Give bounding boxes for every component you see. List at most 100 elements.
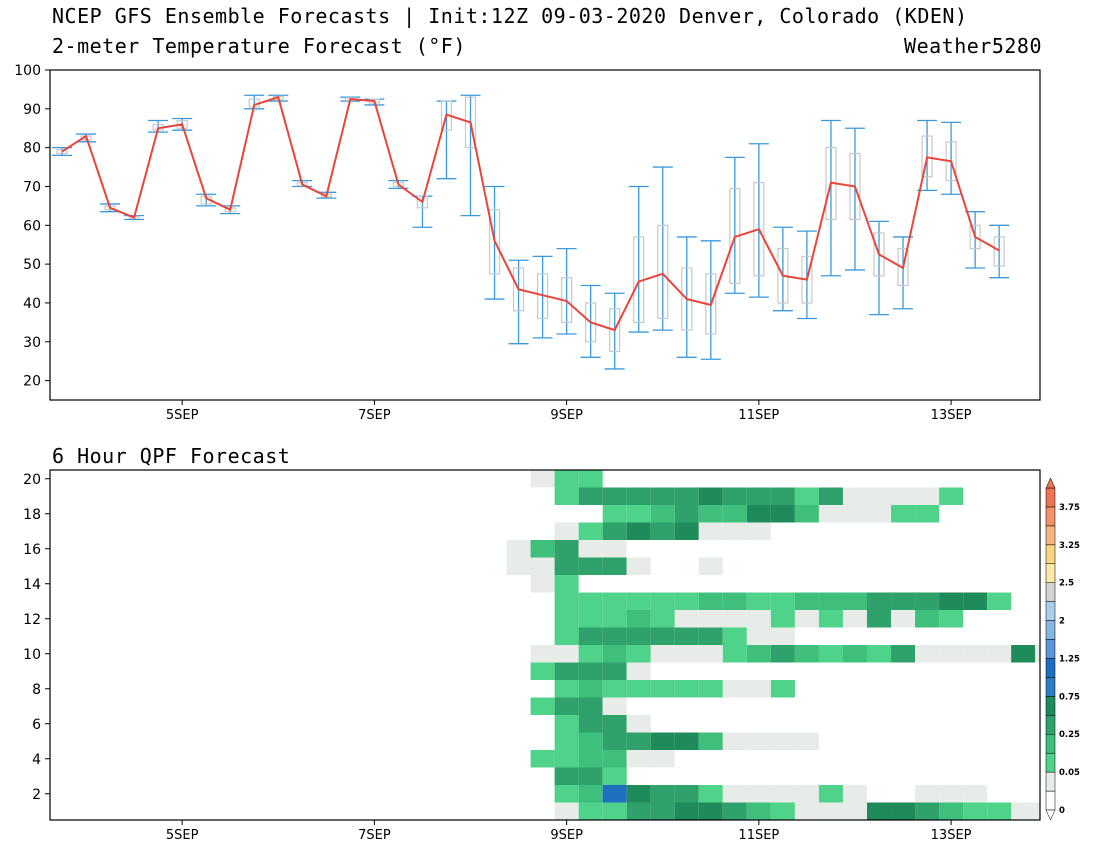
- qpf-cell: [626, 750, 651, 768]
- chart-subtitle: 2-meter Temperature Forecast (°F): [52, 34, 466, 58]
- qpf-cell: [554, 592, 579, 610]
- qpf-cell: [578, 487, 603, 505]
- qpf-cell: [602, 522, 627, 540]
- qpf-cell: [698, 785, 723, 803]
- qpf-cell: [746, 680, 771, 698]
- colorbar-label: 0.75: [1059, 692, 1080, 702]
- qpf-cell: [1011, 802, 1036, 820]
- qpf-cell: [746, 645, 771, 663]
- qpf-cell: [554, 732, 579, 750]
- y-tick-label: 20: [23, 472, 41, 488]
- qpf-cell: [650, 750, 675, 768]
- qpf-cell: [842, 645, 867, 663]
- qpf-cell: [698, 487, 723, 505]
- qpf-cell: [554, 680, 579, 698]
- qpf-cell: [891, 592, 916, 610]
- colorbar-segment: [1045, 639, 1056, 659]
- qpf-cell: [578, 785, 603, 803]
- colorbar-segment: [1045, 525, 1056, 546]
- qpf-cell: [1011, 645, 1036, 663]
- qpf-cell: [915, 610, 940, 628]
- qpf-cell: [794, 592, 819, 610]
- qpf-cell: [674, 505, 699, 523]
- qpf-cell: [650, 610, 675, 628]
- colorbar-label: 0: [1059, 806, 1065, 816]
- ensemble-box: [56, 148, 68, 155]
- colorbar-label: 0.05: [1059, 768, 1080, 778]
- qpf-cell: [746, 785, 771, 803]
- qpf-cell: [626, 487, 651, 505]
- qpf-plot-frame: [49, 469, 1041, 821]
- ensemble-box: [657, 224, 669, 320]
- qpf-cell: [602, 645, 627, 663]
- chart-title: NCEP GFS Ensemble Forecasts | Init:12Z 0…: [52, 4, 968, 28]
- colorbar-label: 0.25: [1059, 730, 1080, 740]
- x-tick-label: 11SEP: [738, 408, 779, 423]
- qpf-cell: [746, 505, 771, 523]
- qpf-cell: [554, 785, 579, 803]
- qpf-cell: [506, 540, 531, 558]
- x-tick-label: 13SEP: [931, 408, 972, 423]
- qpf-cell: [674, 627, 699, 645]
- qpf-cell: [626, 522, 651, 540]
- qpf-cell: [554, 522, 579, 540]
- colorbar-segment: [1045, 487, 1056, 508]
- qpf-cell: [818, 610, 843, 628]
- temperature-plot-frame: [49, 69, 1041, 401]
- qpf-cell: [770, 505, 795, 523]
- qpf-cell: [770, 732, 795, 750]
- qpf-cell: [554, 557, 579, 575]
- qpf-cell: [626, 662, 651, 680]
- qpf-cell: [794, 732, 819, 750]
- qpf-cell: [530, 540, 555, 558]
- qpf-cell: [674, 732, 699, 750]
- qpf-cell: [554, 697, 579, 715]
- qpf-cell: [650, 785, 675, 803]
- qpf-cell: [674, 522, 699, 540]
- qpf-cell: [602, 715, 627, 733]
- qpf-cell: [674, 487, 699, 505]
- colorbar-label: 2: [1059, 617, 1065, 627]
- qpf-cell: [891, 505, 916, 523]
- qpf-cell: [698, 680, 723, 698]
- qpf-cell: [578, 610, 603, 628]
- colorbar-label: 1.25: [1059, 654, 1080, 664]
- qpf-cell: [891, 610, 916, 628]
- qpf-cell: [866, 505, 892, 523]
- qpf-cell: [698, 592, 723, 610]
- x-tick-label: 7SEP: [358, 408, 391, 423]
- qpf-cell: [770, 785, 795, 803]
- qpf-cell: [746, 610, 771, 628]
- qpf-cell: [963, 592, 988, 610]
- qpf-cell: [650, 487, 675, 505]
- qpf-cell: [770, 627, 795, 645]
- qpf-cell: [554, 662, 579, 680]
- y-tick-label: 12: [23, 612, 41, 628]
- colorbar-segment: [1045, 790, 1056, 811]
- qpf-cell: [722, 592, 747, 610]
- x-tick-label: 5SEP: [166, 408, 199, 423]
- qpf-cell: [602, 697, 627, 715]
- qpf-cell: [674, 680, 699, 698]
- qpf-cell: [818, 785, 843, 803]
- qpf-cell: [626, 802, 651, 820]
- qpf-cell: [578, 470, 603, 488]
- qpf-cell: [842, 505, 867, 523]
- qpf-cell: [963, 645, 988, 663]
- qpf-cell: [674, 785, 699, 803]
- qpf-cell: [578, 697, 603, 715]
- qpf-cell: [530, 645, 555, 663]
- qpf-cell: [602, 540, 627, 558]
- colorbar-segment: [1045, 677, 1056, 697]
- qpf-cell: [578, 732, 603, 750]
- qpf-cell: [866, 487, 892, 505]
- qpf-cell: [578, 522, 603, 540]
- qpf-cell: [554, 645, 579, 663]
- qpf-cell: [650, 592, 675, 610]
- qpf-cell: [939, 610, 964, 628]
- qpf-cell: [842, 487, 867, 505]
- qpf-cell: [891, 645, 916, 663]
- qpf-title: 6 Hour QPF Forecast: [52, 444, 291, 468]
- qpf-cell: [939, 592, 964, 610]
- mean-temperature-line: [61, 95, 1000, 332]
